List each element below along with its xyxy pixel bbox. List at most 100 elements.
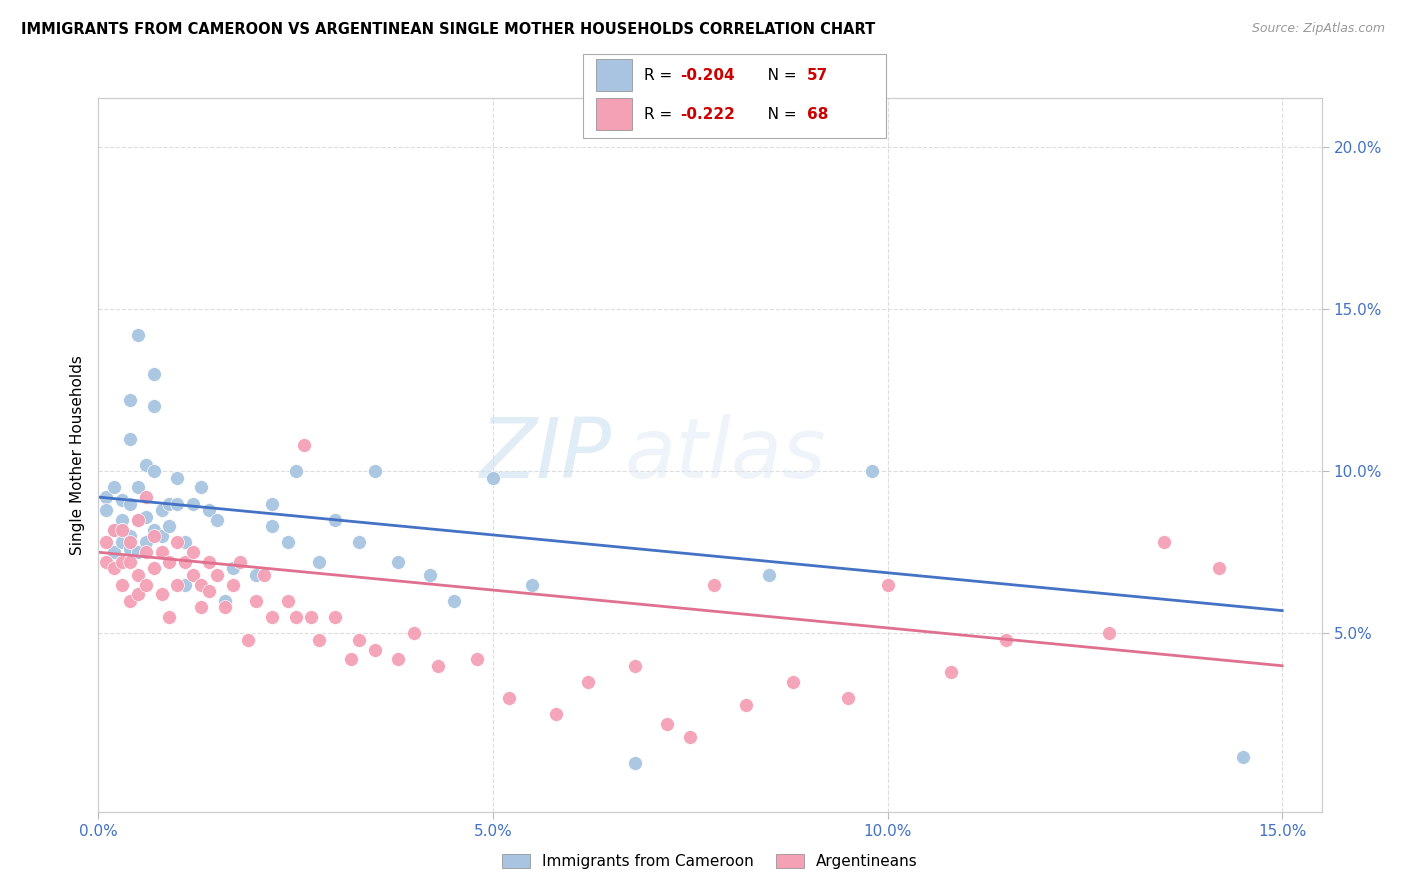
Point [253,568,276,582]
Point [181,568,204,582]
Point [1232,749,1254,764]
Point [96,490,118,504]
Point [734,698,756,712]
Point [703,577,725,591]
Point [994,632,1017,647]
Point [174,535,197,549]
Point [127,480,149,494]
Point [292,438,315,452]
Point [1097,626,1119,640]
Point [127,513,149,527]
Point [238,632,260,647]
Point [166,577,188,591]
Point [127,327,149,342]
Text: Source: ZipAtlas.com: Source: ZipAtlas.com [1251,22,1385,36]
Bar [596,97,631,130]
Point [205,513,228,527]
Point [308,555,330,569]
Point [277,535,299,549]
Point [245,594,267,608]
Point [860,464,883,478]
Point [111,513,134,527]
Point [837,691,859,706]
Point [118,535,141,549]
Text: -0.204: -0.204 [681,68,735,83]
Point [150,503,173,517]
Point [135,545,157,559]
Point [229,555,252,569]
Point [166,470,188,484]
Point [142,464,165,478]
Point [159,519,181,533]
Point [181,545,204,559]
Point [624,658,647,673]
Point [679,730,702,744]
Point [624,756,647,770]
Point [323,513,346,527]
Point [782,675,804,690]
Text: N =: N = [752,68,801,83]
Point [103,561,125,575]
Point [118,497,141,511]
Point [198,503,221,517]
Point [135,458,157,472]
Point [111,523,134,537]
Point [1208,561,1230,575]
Point [260,497,283,511]
Point [363,642,385,657]
Point [758,568,780,582]
Point [498,691,520,706]
Text: atlas: atlas [624,415,827,495]
Point [111,577,134,591]
FancyBboxPatch shape [583,54,886,138]
Point [260,519,283,533]
Point [301,610,323,624]
Point [876,577,898,591]
Point [522,577,544,591]
Point [142,399,165,413]
Point [174,577,197,591]
Point [103,545,125,559]
Text: -0.222: -0.222 [681,107,735,122]
Point [465,652,488,666]
Point [150,529,173,543]
Point [284,464,307,478]
Point [214,600,236,615]
Point [347,632,370,647]
Text: IMMIGRANTS FROM CAMEROON VS ARGENTINEAN SINGLE MOTHER HOUSEHOLDS CORRELATION CHA: IMMIGRANTS FROM CAMEROON VS ARGENTINEAN … [21,22,876,37]
Point [221,577,243,591]
Point [174,555,197,569]
Point [190,577,212,591]
Point [159,610,181,624]
Point [103,480,125,494]
Point [419,568,441,582]
Y-axis label: Single Mother Households: Single Mother Households [69,355,84,555]
Point [190,480,212,494]
Point [135,509,157,524]
Point [323,610,346,624]
Point [118,541,141,556]
Point [166,497,188,511]
Point [308,632,330,647]
Point [142,561,165,575]
Point [404,626,426,640]
Point [111,555,134,569]
Point [111,493,134,508]
Point [387,555,409,569]
Point [96,555,118,569]
Point [347,535,370,549]
Point [103,523,125,537]
Legend: Immigrants from Cameroon, Argentineans: Immigrants from Cameroon, Argentineans [496,848,924,875]
Point [190,600,212,615]
Point [340,652,363,666]
Point [103,523,125,537]
Point [135,490,157,504]
Point [159,497,181,511]
Text: 57: 57 [807,68,828,83]
Point [118,594,141,608]
Point [118,392,141,407]
Point [118,432,141,446]
Point [205,568,228,582]
Point [118,555,141,569]
Bar [596,59,631,91]
